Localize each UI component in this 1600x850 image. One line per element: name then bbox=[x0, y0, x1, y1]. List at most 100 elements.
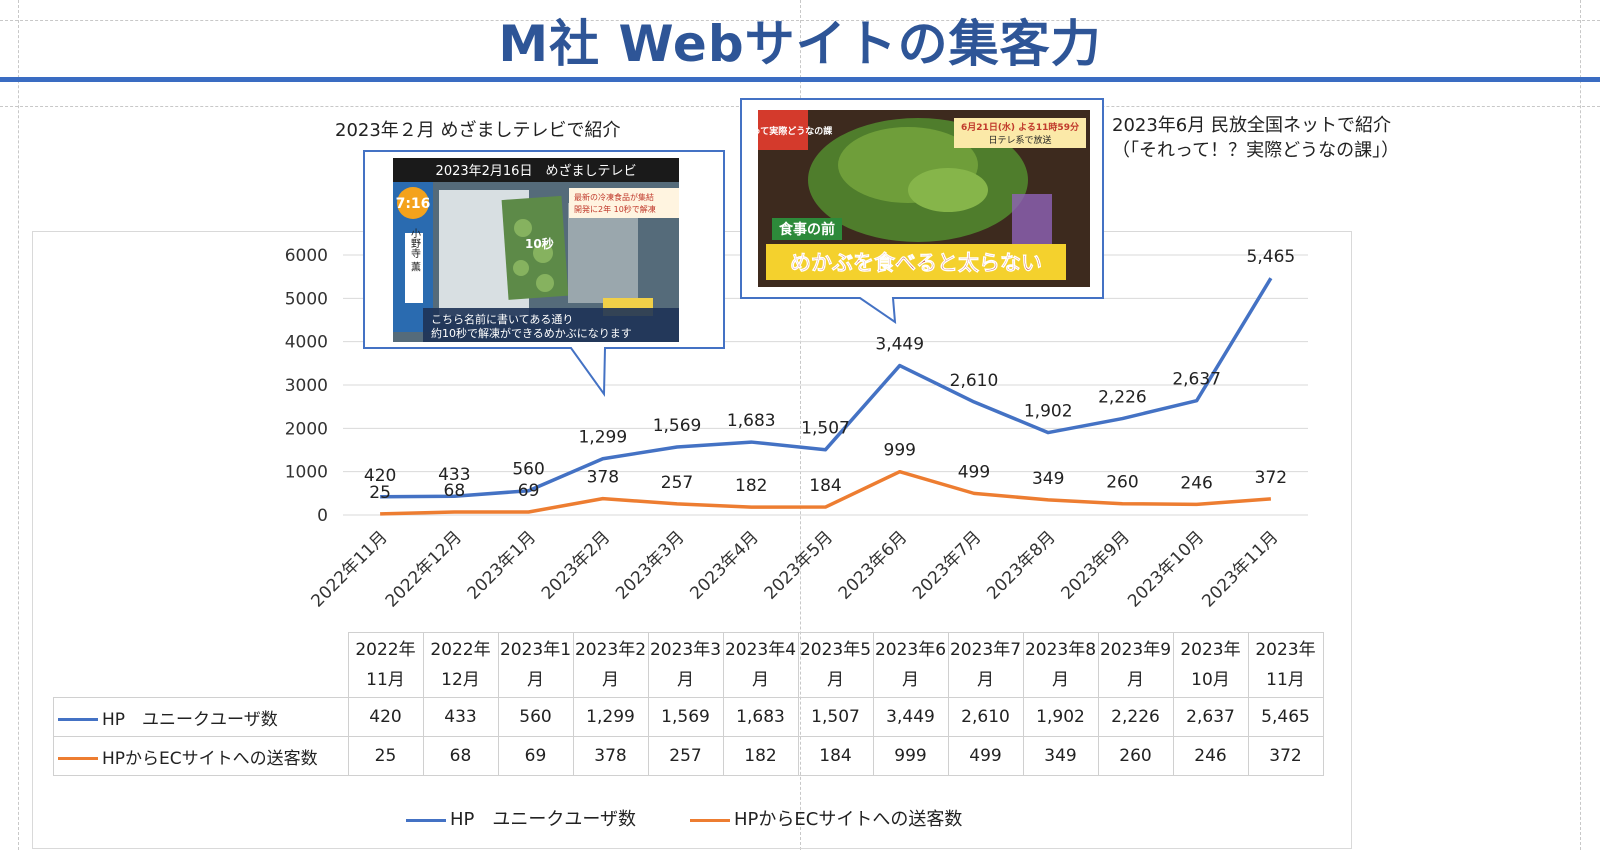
data-label: 246 bbox=[1180, 473, 1212, 493]
table-row-hp: HP ユニークユーザ数 420 433 560 1,299 1,569 1,68… bbox=[53, 697, 1324, 737]
series-line-ec bbox=[380, 469, 1272, 516]
table-header-cell: 2022年 12月 bbox=[422, 632, 499, 698]
table-header-cell: 2023年2 月 bbox=[572, 632, 649, 698]
table-header-cell: 2023年8 月 bbox=[1022, 632, 1099, 698]
table-cell: 5,465 bbox=[1247, 697, 1324, 737]
data-label: 25 bbox=[369, 483, 391, 503]
guide-line-left bbox=[18, 0, 19, 850]
data-label: 69 bbox=[518, 481, 540, 501]
guide-line-right bbox=[1580, 0, 1581, 850]
table-cell: 499 bbox=[947, 736, 1024, 776]
table-cell: 182 bbox=[722, 736, 799, 776]
table-row-label-hp: HP ユニークユーザ数 bbox=[53, 697, 349, 737]
legend-hp-label: HP ユニークユーザ数 bbox=[450, 809, 637, 830]
series-line-hp bbox=[380, 277, 1273, 499]
data-label: 184 bbox=[809, 476, 841, 496]
jun-photo-logo: それって実際どうなの課 bbox=[758, 125, 833, 137]
y-tick-label: 5000 bbox=[285, 289, 328, 309]
legend-ec-swatch bbox=[690, 818, 730, 822]
data-label: 68 bbox=[444, 481, 466, 501]
table-cell: 1,299 bbox=[572, 697, 649, 737]
table-cell: 3,449 bbox=[872, 697, 949, 737]
table-header-cell: 2023年5 月 bbox=[797, 632, 874, 698]
table-cell: 560 bbox=[497, 697, 574, 737]
table-cell: 1,507 bbox=[797, 697, 874, 737]
y-tick-label: 2000 bbox=[285, 419, 328, 439]
feb-tv-screenshot: 2023年2月16日 めざましテレビ 7:16 小野寺 薫 10秒 最新の冷凍食… bbox=[393, 158, 679, 342]
legend-hp-swatch bbox=[406, 818, 446, 822]
table-cell: 999 bbox=[872, 736, 949, 776]
y-tick-label: 3000 bbox=[285, 376, 328, 396]
table-cell: 2,637 bbox=[1172, 697, 1249, 737]
y-tick-label: 0 bbox=[317, 506, 328, 526]
table-header-cell: 2023年4 月 bbox=[722, 632, 799, 698]
table-header-cell: 2023年 10月 bbox=[1172, 632, 1249, 698]
table-cell: 246 bbox=[1172, 736, 1249, 776]
data-label: 2,226 bbox=[1098, 388, 1147, 408]
data-table: 2022年 11月 2022年 12月 2023年1 月 2023年2 月 2023年3… bbox=[53, 632, 1324, 776]
jun-photo-headline: めかぶを食べると太らない bbox=[790, 251, 1042, 275]
table-cell: 433 bbox=[422, 697, 499, 737]
feb-photo-banner: 2023年2月16日 めざましテレビ bbox=[436, 163, 637, 179]
table-cell: 184 bbox=[797, 736, 874, 776]
feb-photo-name: 小野寺 薫 bbox=[409, 228, 421, 272]
table-cell: 1,569 bbox=[647, 697, 724, 737]
table-cell: 372 bbox=[1247, 736, 1324, 776]
data-label: 182 bbox=[735, 476, 767, 496]
table-header-cell: 2023年7 月 bbox=[947, 632, 1024, 698]
jun-photo-airtime: 6月21日(水) よる11時59分 bbox=[961, 121, 1079, 133]
legend-ec: HPからECサイトへの送客数 bbox=[690, 805, 962, 831]
data-label: 499 bbox=[958, 462, 990, 482]
jun-photo-network: 日テレ系で放送 bbox=[988, 134, 1051, 146]
table-header-row: 2022年 11月 2022年 12月 2023年1 月 2023年2 月 2023年3… bbox=[54, 632, 1324, 698]
data-label: 260 bbox=[1106, 473, 1138, 493]
data-label: 1,299 bbox=[578, 428, 627, 448]
legend-hp: HP ユニークユーザ数 bbox=[406, 805, 636, 831]
slide-title: M社 Webサイトの集客力 bbox=[498, 15, 1102, 73]
data-label: 433 bbox=[438, 465, 470, 485]
data-label: 999 bbox=[884, 441, 916, 461]
feb-photo-pack-text: 10秒 bbox=[525, 236, 554, 251]
table-cell: 260 bbox=[1097, 736, 1174, 776]
y-tick-label: 1000 bbox=[285, 463, 328, 483]
table-row-ec: HPからECサイトへの送客数 25 68 69 378 257 182 184 … bbox=[53, 736, 1324, 776]
table-cell: 25 bbox=[347, 736, 424, 776]
ec-legend-key bbox=[58, 757, 98, 760]
table-cell: 2,610 bbox=[947, 697, 1024, 737]
jun-caption-line2: （「それって！？実際どうなの課」） bbox=[1112, 140, 1400, 161]
table-cell: 68 bbox=[422, 736, 499, 776]
feb-caption: 2023年２月 めざましテレビで紹介 bbox=[335, 120, 621, 141]
data-label: 2,637 bbox=[1172, 370, 1221, 390]
table-cell: 420 bbox=[347, 697, 424, 737]
feb-photo-subtitle1: こちら名前に書いてある通り bbox=[431, 312, 573, 326]
table-header-cell: 2022年 11月 bbox=[347, 632, 424, 698]
data-label: 420 bbox=[364, 466, 396, 486]
data-label: 1,683 bbox=[727, 411, 776, 431]
table-cell: 1,683 bbox=[722, 697, 799, 737]
data-label: 1,569 bbox=[653, 416, 702, 436]
title-underline bbox=[0, 77, 1600, 82]
hp-legend-key bbox=[58, 718, 98, 721]
table-corner-cell bbox=[54, 633, 349, 698]
table-cell: 2,226 bbox=[1097, 697, 1174, 737]
legend-ec-label: HPからECサイトへの送客数 bbox=[734, 809, 963, 830]
data-label: 257 bbox=[661, 473, 693, 493]
feb-photo-side-text2: 開発に2年 10秒で解凍 bbox=[574, 204, 656, 214]
feb-photo-clock: 7:16 bbox=[396, 196, 431, 212]
data-label: 349 bbox=[1032, 469, 1064, 489]
data-label: 1,507 bbox=[801, 419, 850, 439]
table-header-cell: 2023年1 月 bbox=[497, 632, 574, 698]
jun-photo-tag: 食事の前 bbox=[779, 221, 835, 238]
data-label: 5,465 bbox=[1247, 247, 1296, 267]
data-label: 1,902 bbox=[1024, 402, 1073, 422]
guide-line-center bbox=[800, 0, 801, 850]
table-cell: 378 bbox=[572, 736, 649, 776]
table-cell: 257 bbox=[647, 736, 724, 776]
table-header-cell: 2023年6 月 bbox=[872, 632, 949, 698]
feb-photo-subtitle2: 約10秒で解凍ができるめかぶになります bbox=[431, 326, 632, 340]
jun-caption-line1: 2023年6月 民放全国ネットで紹介 bbox=[1112, 115, 1391, 136]
table-header-cell: 2023年 11月 bbox=[1247, 632, 1324, 698]
table-row-label-ec: HPからECサイトへの送客数 bbox=[53, 736, 349, 776]
data-label: 372 bbox=[1255, 468, 1287, 488]
table-cell: 69 bbox=[497, 736, 574, 776]
